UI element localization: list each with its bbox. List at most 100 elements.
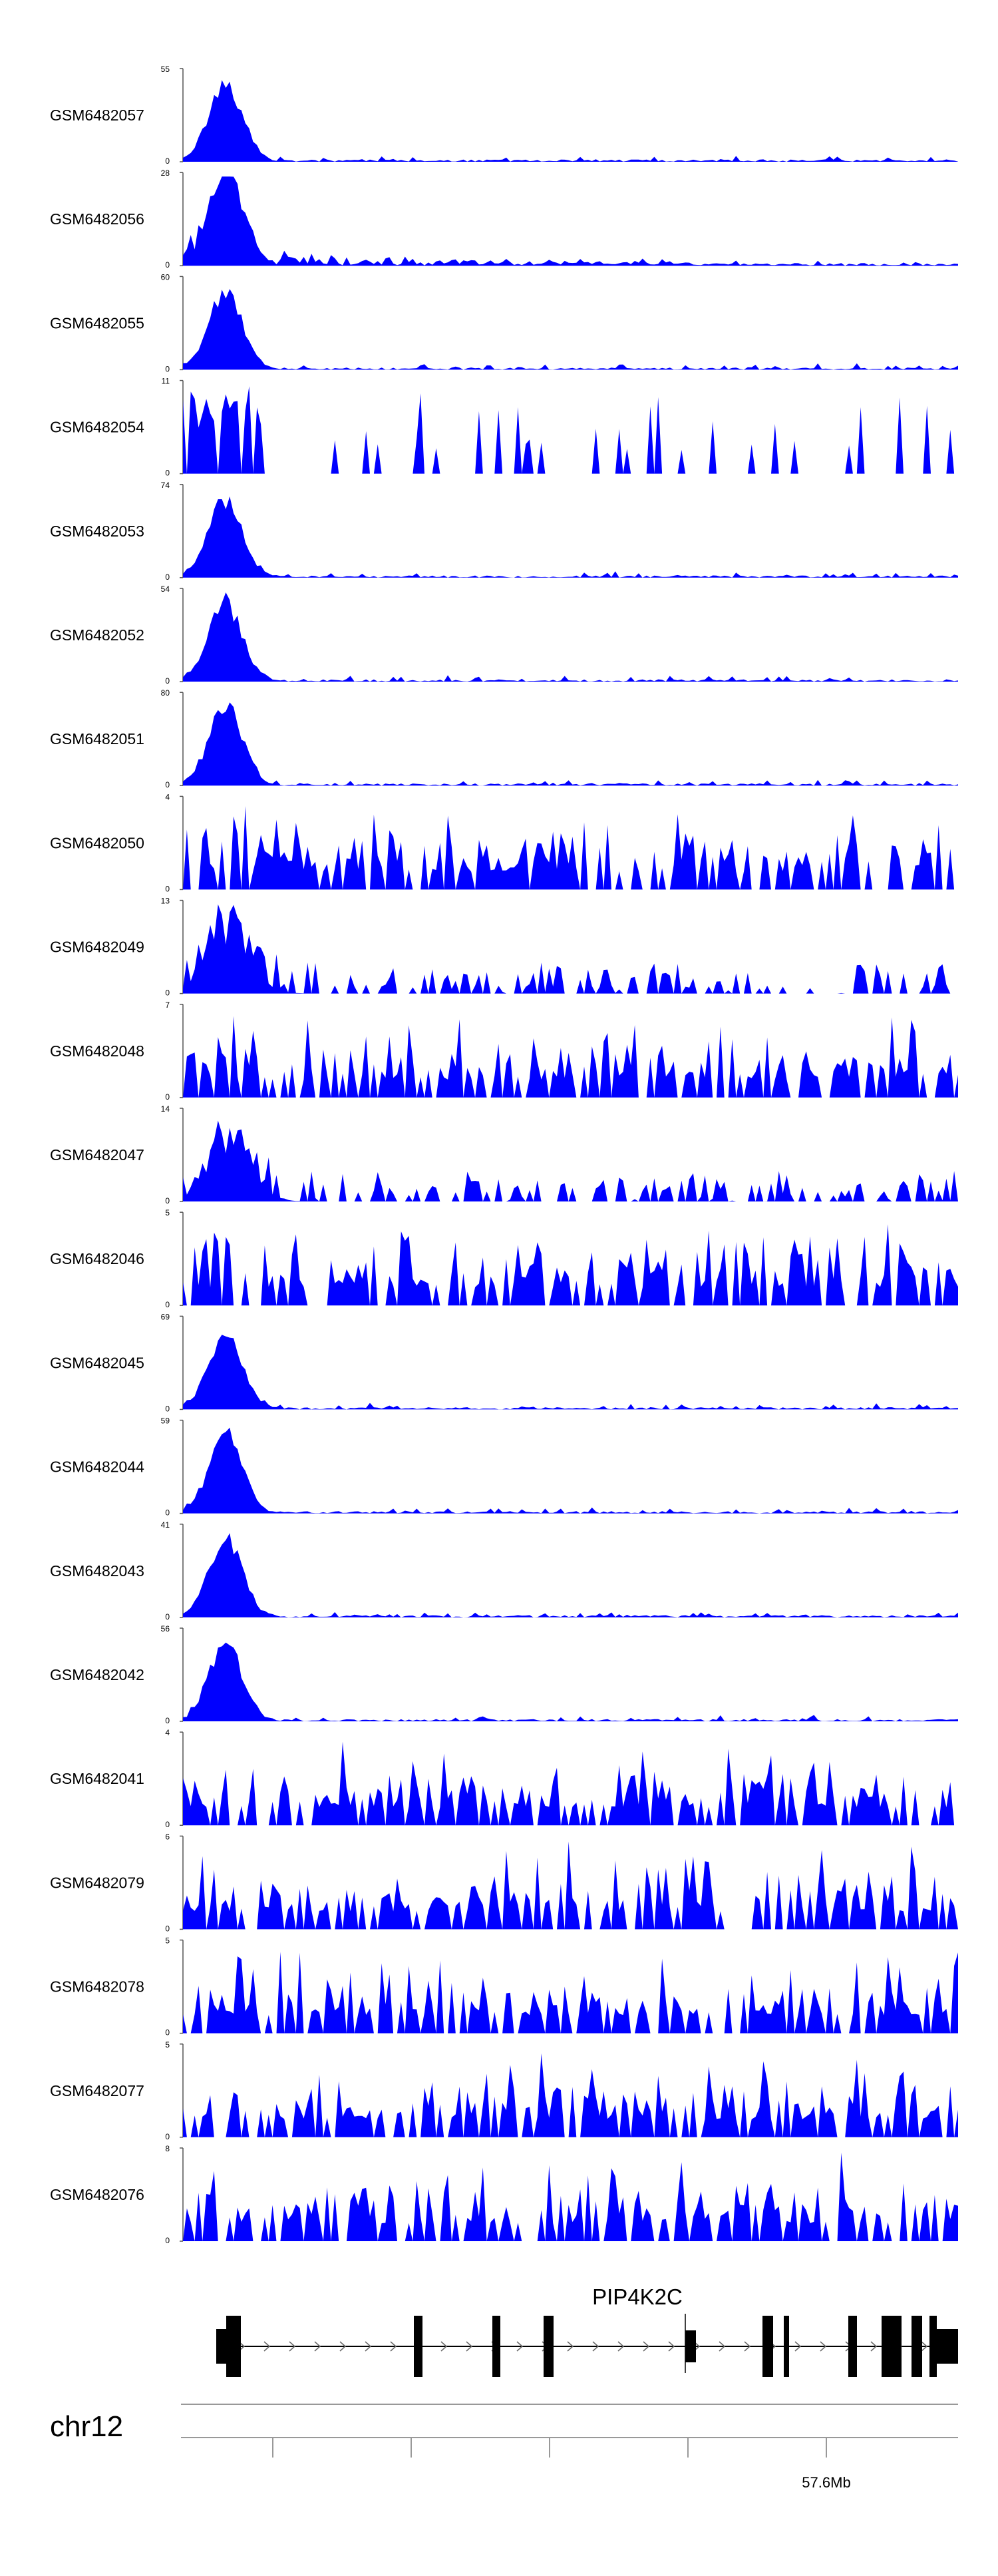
- coverage-area: [183, 1335, 958, 1410]
- track-GSM6482057: GSM6482057 55 0: [50, 65, 958, 166]
- strand-arrow: [643, 2341, 650, 2352]
- track-label: GSM6482055: [50, 314, 144, 331]
- y-max-label: 56: [161, 1624, 170, 1633]
- gene-track: PIP4K2C: [216, 2284, 958, 2377]
- gene-model: [216, 2314, 958, 2377]
- y-min-label: 0: [165, 469, 170, 478]
- coverage-area: [183, 1224, 958, 1306]
- coverage-area: [183, 1642, 958, 1721]
- coverage-area: [183, 904, 958, 994]
- track-label: GSM6482045: [50, 1354, 144, 1371]
- y-max-label: 5: [165, 1936, 170, 1946]
- exon: [848, 2316, 857, 2377]
- y-min-label: 0: [165, 1924, 170, 1933]
- track-GSM6482042: GSM6482042 56 0: [50, 1624, 958, 1725]
- coverage-area: [183, 1120, 958, 1201]
- strand-arrow: [567, 2341, 574, 2352]
- track-label: GSM6482057: [50, 107, 144, 124]
- exon: [937, 2329, 958, 2364]
- track-GSM6482076: GSM6482076 8 0: [50, 2144, 958, 2245]
- exon: [912, 2316, 922, 2377]
- track-label: GSM6482052: [50, 626, 144, 644]
- strand-arrow: [365, 2341, 372, 2352]
- track-label: GSM6482053: [50, 523, 144, 540]
- track-GSM6482047: GSM6482047 14 0: [50, 1104, 958, 1205]
- track-label: GSM6482041: [50, 1770, 144, 1787]
- y-min-label: 0: [165, 1716, 170, 1725]
- y-max-label: 4: [165, 1728, 170, 1737]
- y-max-label: 6: [165, 1832, 170, 1841]
- strand-arrow: [668, 2341, 675, 2352]
- exon: [414, 2316, 422, 2377]
- track-GSM6482056: GSM6482056 28 0: [50, 168, 958, 270]
- strand-arrow: [617, 2341, 625, 2352]
- coverage-area: [183, 592, 958, 682]
- track-label: GSM6482046: [50, 1250, 144, 1267]
- y-min-label: 0: [165, 884, 170, 893]
- track-GSM6482052: GSM6482052 54 0: [50, 584, 958, 686]
- y-max-label: 55: [161, 65, 170, 74]
- track-GSM6482044: GSM6482044 59 0: [50, 1416, 958, 1518]
- coverage-area: [183, 1016, 958, 1098]
- coverage-area: [183, 386, 958, 474]
- y-min-label: 0: [165, 2236, 170, 2245]
- y-min-label: 0: [165, 1300, 170, 1309]
- coverage-area: [183, 702, 958, 786]
- track-GSM6482078: GSM6482078 5 0: [50, 1936, 958, 2038]
- coverage-area: [183, 1741, 958, 1826]
- y-max-label: 5: [165, 1208, 170, 1217]
- strand-arrow: [592, 2341, 599, 2352]
- strand-arrow: [744, 2341, 751, 2352]
- y-max-label: 41: [161, 1520, 170, 1530]
- track-GSM6482055: GSM6482055 60 0: [50, 272, 958, 373]
- strand-arrow: [314, 2341, 321, 2352]
- y-min-label: 0: [165, 1196, 170, 1205]
- axis-tick-label: 57.6Mb: [802, 2474, 850, 2491]
- track-label: GSM6482049: [50, 939, 144, 956]
- track-label: GSM6482076: [50, 2186, 144, 2203]
- strand-arrow: [870, 2341, 878, 2352]
- track-GSM6482041: GSM6482041 4 0: [50, 1728, 958, 1829]
- strand-arrow: [516, 2341, 524, 2352]
- coverage-area: [183, 176, 958, 266]
- y-max-label: 28: [161, 168, 170, 178]
- y-max-label: 54: [161, 584, 170, 594]
- track-GSM6482053: GSM6482053 74 0: [50, 481, 958, 582]
- coverage-area: [183, 806, 958, 890]
- y-max-label: 11: [162, 377, 170, 386]
- track-label: GSM6482079: [50, 1874, 144, 1891]
- y-max-label: 80: [161, 688, 170, 698]
- y-min-label: 0: [165, 988, 170, 998]
- track-GSM6482043: GSM6482043 41 0: [50, 1520, 958, 1621]
- y-min-label: 0: [165, 572, 170, 582]
- exon: [216, 2329, 226, 2364]
- exon: [685, 2330, 696, 2362]
- strand-arrow: [339, 2341, 347, 2352]
- strand-arrow: [794, 2341, 802, 2352]
- y-min-label: 0: [165, 364, 170, 373]
- coverage-area: [183, 1427, 958, 1514]
- y-min-label: 0: [165, 260, 170, 270]
- y-min-label: 0: [165, 780, 170, 789]
- y-min-label: 0: [165, 2132, 170, 2141]
- exon: [762, 2316, 773, 2377]
- track-GSM6482051: GSM6482051 80 0: [50, 688, 958, 789]
- track-label: GSM6482043: [50, 1562, 144, 1580]
- y-max-label: 14: [161, 1104, 170, 1114]
- coverage-area: [183, 289, 958, 370]
- strand-arrow: [289, 2341, 296, 2352]
- coverage-area: [183, 80, 958, 162]
- track-GSM6482049: GSM6482049 13 0: [50, 897, 958, 998]
- y-max-label: 5: [165, 2040, 170, 2049]
- track-label: GSM6482044: [50, 1458, 144, 1476]
- exon: [784, 2316, 789, 2377]
- strand-arrow: [440, 2341, 448, 2352]
- coverage-tracks: GSM6482057550GSM6482056280GSM6482055600G…: [50, 65, 958, 2245]
- y-min-label: 0: [165, 156, 170, 166]
- gene-label: PIP4K2C: [592, 2284, 683, 2309]
- track-GSM6482079: GSM6482079 6 0: [50, 1832, 958, 1933]
- y-max-label: 7: [165, 1000, 170, 1010]
- exon: [544, 2316, 554, 2377]
- strand-arrow: [719, 2341, 726, 2352]
